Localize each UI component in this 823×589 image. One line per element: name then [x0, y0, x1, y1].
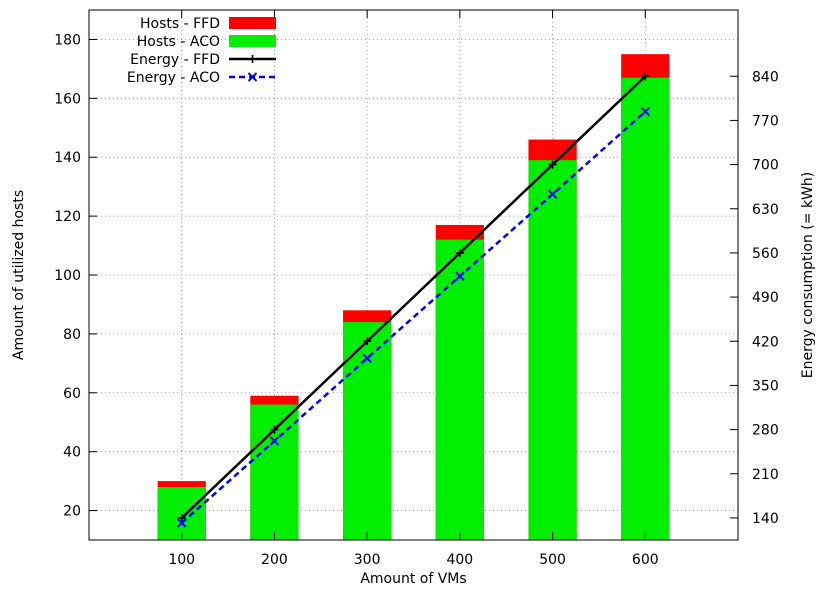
y-tick-label: 180: [54, 32, 81, 48]
x-tick-label: 100: [168, 552, 195, 568]
bar-hosts-aco: [250, 404, 299, 540]
marker-energy-ffd: [641, 72, 650, 81]
marker-energy-aco: [362, 353, 372, 363]
bar-hosts-aco: [435, 239, 484, 540]
legend-swatch: [229, 35, 276, 47]
marker-energy-ffd: [548, 160, 557, 169]
y2-tick-label: 840: [752, 69, 779, 85]
y-axis-title: Amount of utilized hosts: [11, 190, 27, 360]
marker-energy-aco: [455, 271, 465, 281]
y2-tick-label: 420: [752, 334, 779, 350]
y2-tick-label: 630: [752, 202, 779, 218]
y2-tick-label: 700: [752, 158, 779, 174]
y-tick-label: 80: [63, 327, 81, 343]
energy-lines: [177, 72, 650, 528]
legend-energy-aco: Energy - ACO: [127, 70, 276, 86]
legend-hosts-ffd: Hosts - FFD: [140, 16, 276, 32]
y-tick-label: 40: [63, 445, 81, 461]
y2-axis-title: Energy consumption (= kWh): [800, 172, 816, 379]
marker-energy-aco: [547, 189, 558, 199]
line-energy-ffd: [180, 75, 647, 519]
x-axis-title: Amount of VMs: [360, 571, 466, 587]
y2-tick-label: 560: [752, 246, 779, 262]
marker-energy-aco: [269, 436, 280, 446]
bar-hosts-aco: [621, 77, 670, 540]
legend-label: Hosts - ACO: [137, 34, 220, 50]
legend-energy-ffd: Energy - FFD: [130, 52, 276, 68]
marker-energy-aco: [177, 518, 187, 528]
y-tick-label: 120: [54, 209, 81, 225]
legend: Hosts - FFD Hosts - ACO Energy - FFD Energy…: [127, 16, 276, 86]
x-tick-label: 600: [632, 552, 659, 568]
x-tick-label: 200: [261, 552, 288, 568]
bar-hosts-aco: [528, 160, 577, 540]
bar-hosts-aco: [157, 487, 206, 540]
legend-hosts-aco: Hosts - ACO: [137, 34, 276, 50]
marker-energy-ffd: [177, 513, 186, 522]
marker-energy-ffd: [455, 248, 464, 257]
y2-tick-label: 490: [752, 290, 779, 306]
x-tick-label: 300: [354, 552, 381, 568]
y2-tick-label: 210: [752, 467, 779, 483]
bars: [157, 54, 670, 541]
marker-energy-ffd: [363, 337, 372, 346]
y-tick-label: 100: [54, 268, 81, 284]
x-tick-label: 500: [539, 552, 566, 568]
legend-label: Energy - FFD: [130, 52, 220, 68]
legend-swatch: [229, 17, 276, 29]
y2-tick-label: 140: [752, 511, 779, 527]
bar-hosts-aco: [343, 322, 392, 540]
y-tick-label: 140: [54, 150, 81, 166]
y-tick-label: 160: [54, 91, 81, 107]
ticks: 20 40 60 80 100 120 140 160 180 140 210 280 350 420 49…: [54, 10, 779, 568]
line-energy-aco: [180, 110, 647, 524]
x-tick-label: 400: [446, 552, 473, 568]
y-tick-label: 60: [63, 386, 81, 402]
y2-tick-label: 280: [752, 423, 779, 439]
legend-label: Energy - ACO: [127, 70, 220, 86]
marker-energy-ffd: [270, 425, 279, 434]
legend-label: Hosts - FFD: [140, 16, 220, 32]
y2-tick-label: 770: [752, 113, 779, 129]
y-tick-label: 20: [63, 504, 81, 520]
marker-energy-aco: [640, 106, 650, 117]
y2-tick-label: 350: [752, 378, 779, 394]
